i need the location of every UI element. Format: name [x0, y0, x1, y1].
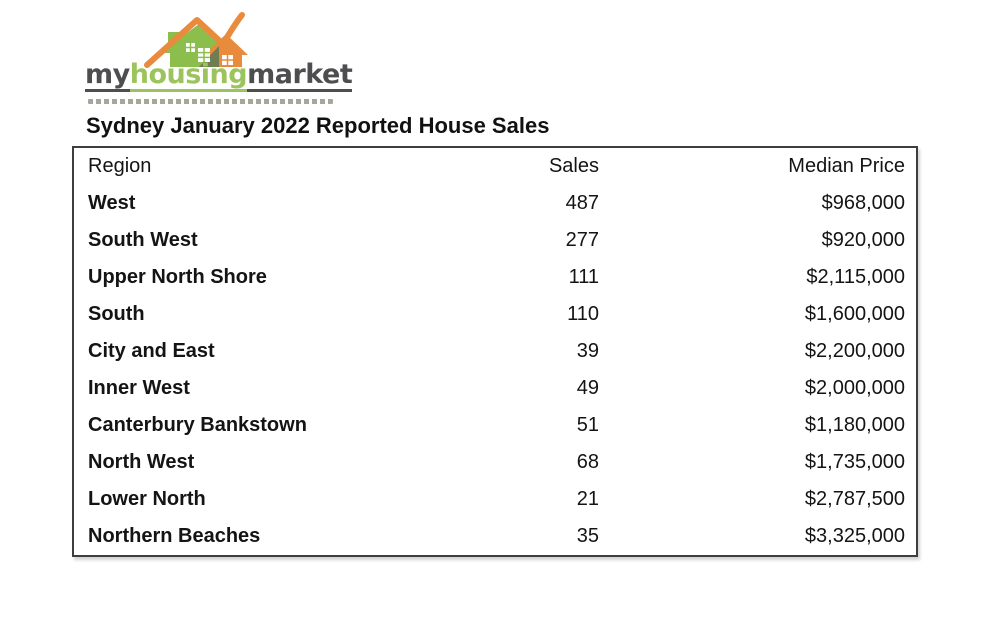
column-header-median-price: Median Price: [788, 155, 905, 177]
sales-cell: 21: [576, 488, 599, 510]
table-row: Upper North Shore 111 $2,115,000: [73, 259, 917, 296]
region-cell: Inner West: [88, 377, 190, 399]
sales-cell: 35: [576, 525, 599, 547]
sales-cell: 68: [576, 451, 599, 473]
region-cell: Upper North Shore: [88, 266, 267, 288]
median-price-cell: $1,600,000: [804, 303, 905, 325]
table-row: Canterbury Bankstown 51 $1,180,000: [73, 407, 917, 444]
region-cell: West: [88, 192, 136, 214]
table-row: Inner West 49 $2,000,000: [73, 370, 917, 407]
table-row: Lower North 21 $2,787,500: [73, 481, 917, 518]
logo-tagline-illegible: [88, 99, 333, 104]
region-cell: North West: [88, 451, 195, 473]
sales-cell: 49: [576, 377, 599, 399]
logo-wordmark: myhousingmarket: [85, 59, 353, 92]
houses-logo-icon: [144, 12, 248, 68]
table-row: City and East 39 $2,200,000: [73, 333, 917, 370]
sales-cell: 111: [568, 266, 599, 288]
table-row: South 110 $1,600,000: [73, 296, 917, 333]
median-price-cell: $2,115,000: [806, 266, 905, 288]
column-header-region: Region: [88, 155, 152, 177]
logo-word-my: my: [85, 59, 130, 92]
median-price-cell: $920,000: [821, 229, 905, 251]
median-price-cell: $3,325,000: [804, 525, 905, 547]
table-row: Northern Beaches 35 $3,325,000: [73, 518, 917, 556]
median-price-cell: $1,735,000: [804, 451, 905, 473]
page-title: Sydney January 2022 Reported House Sales: [86, 113, 550, 138]
sales-cell: 110: [567, 303, 599, 325]
median-price-cell: $2,787,500: [804, 488, 905, 510]
column-header-sales: Sales: [548, 155, 599, 177]
region-cell: South West: [88, 229, 198, 251]
region-cell: South: [88, 303, 145, 325]
logo-word-market: market: [247, 59, 353, 92]
table-row: West 487 $968,000: [73, 185, 917, 222]
table-header-row: Region Sales Median Price: [73, 147, 917, 185]
table-row: North West 68 $1,735,000: [73, 444, 917, 481]
sales-cell: 51: [576, 414, 599, 436]
region-cell: Lower North: [88, 488, 206, 510]
logo-word-housing: housing: [129, 59, 248, 92]
median-price-cell: $2,000,000: [804, 377, 905, 399]
sales-cell: 39: [576, 340, 599, 362]
median-price-cell: $2,200,000: [804, 340, 905, 362]
median-price-cell: $968,000: [821, 192, 905, 214]
median-price-cell: $1,180,000: [804, 414, 905, 436]
region-cell: Northern Beaches: [88, 525, 261, 547]
house-sales-table: Region Sales Median Price West 487 $968,…: [72, 146, 918, 557]
table-row: South West 277 $920,000: [73, 222, 917, 259]
region-cell: Canterbury Bankstown: [88, 414, 307, 436]
sales-cell: 487: [565, 192, 599, 214]
region-cell: City and East: [88, 340, 215, 362]
sales-cell: 277: [565, 229, 599, 251]
